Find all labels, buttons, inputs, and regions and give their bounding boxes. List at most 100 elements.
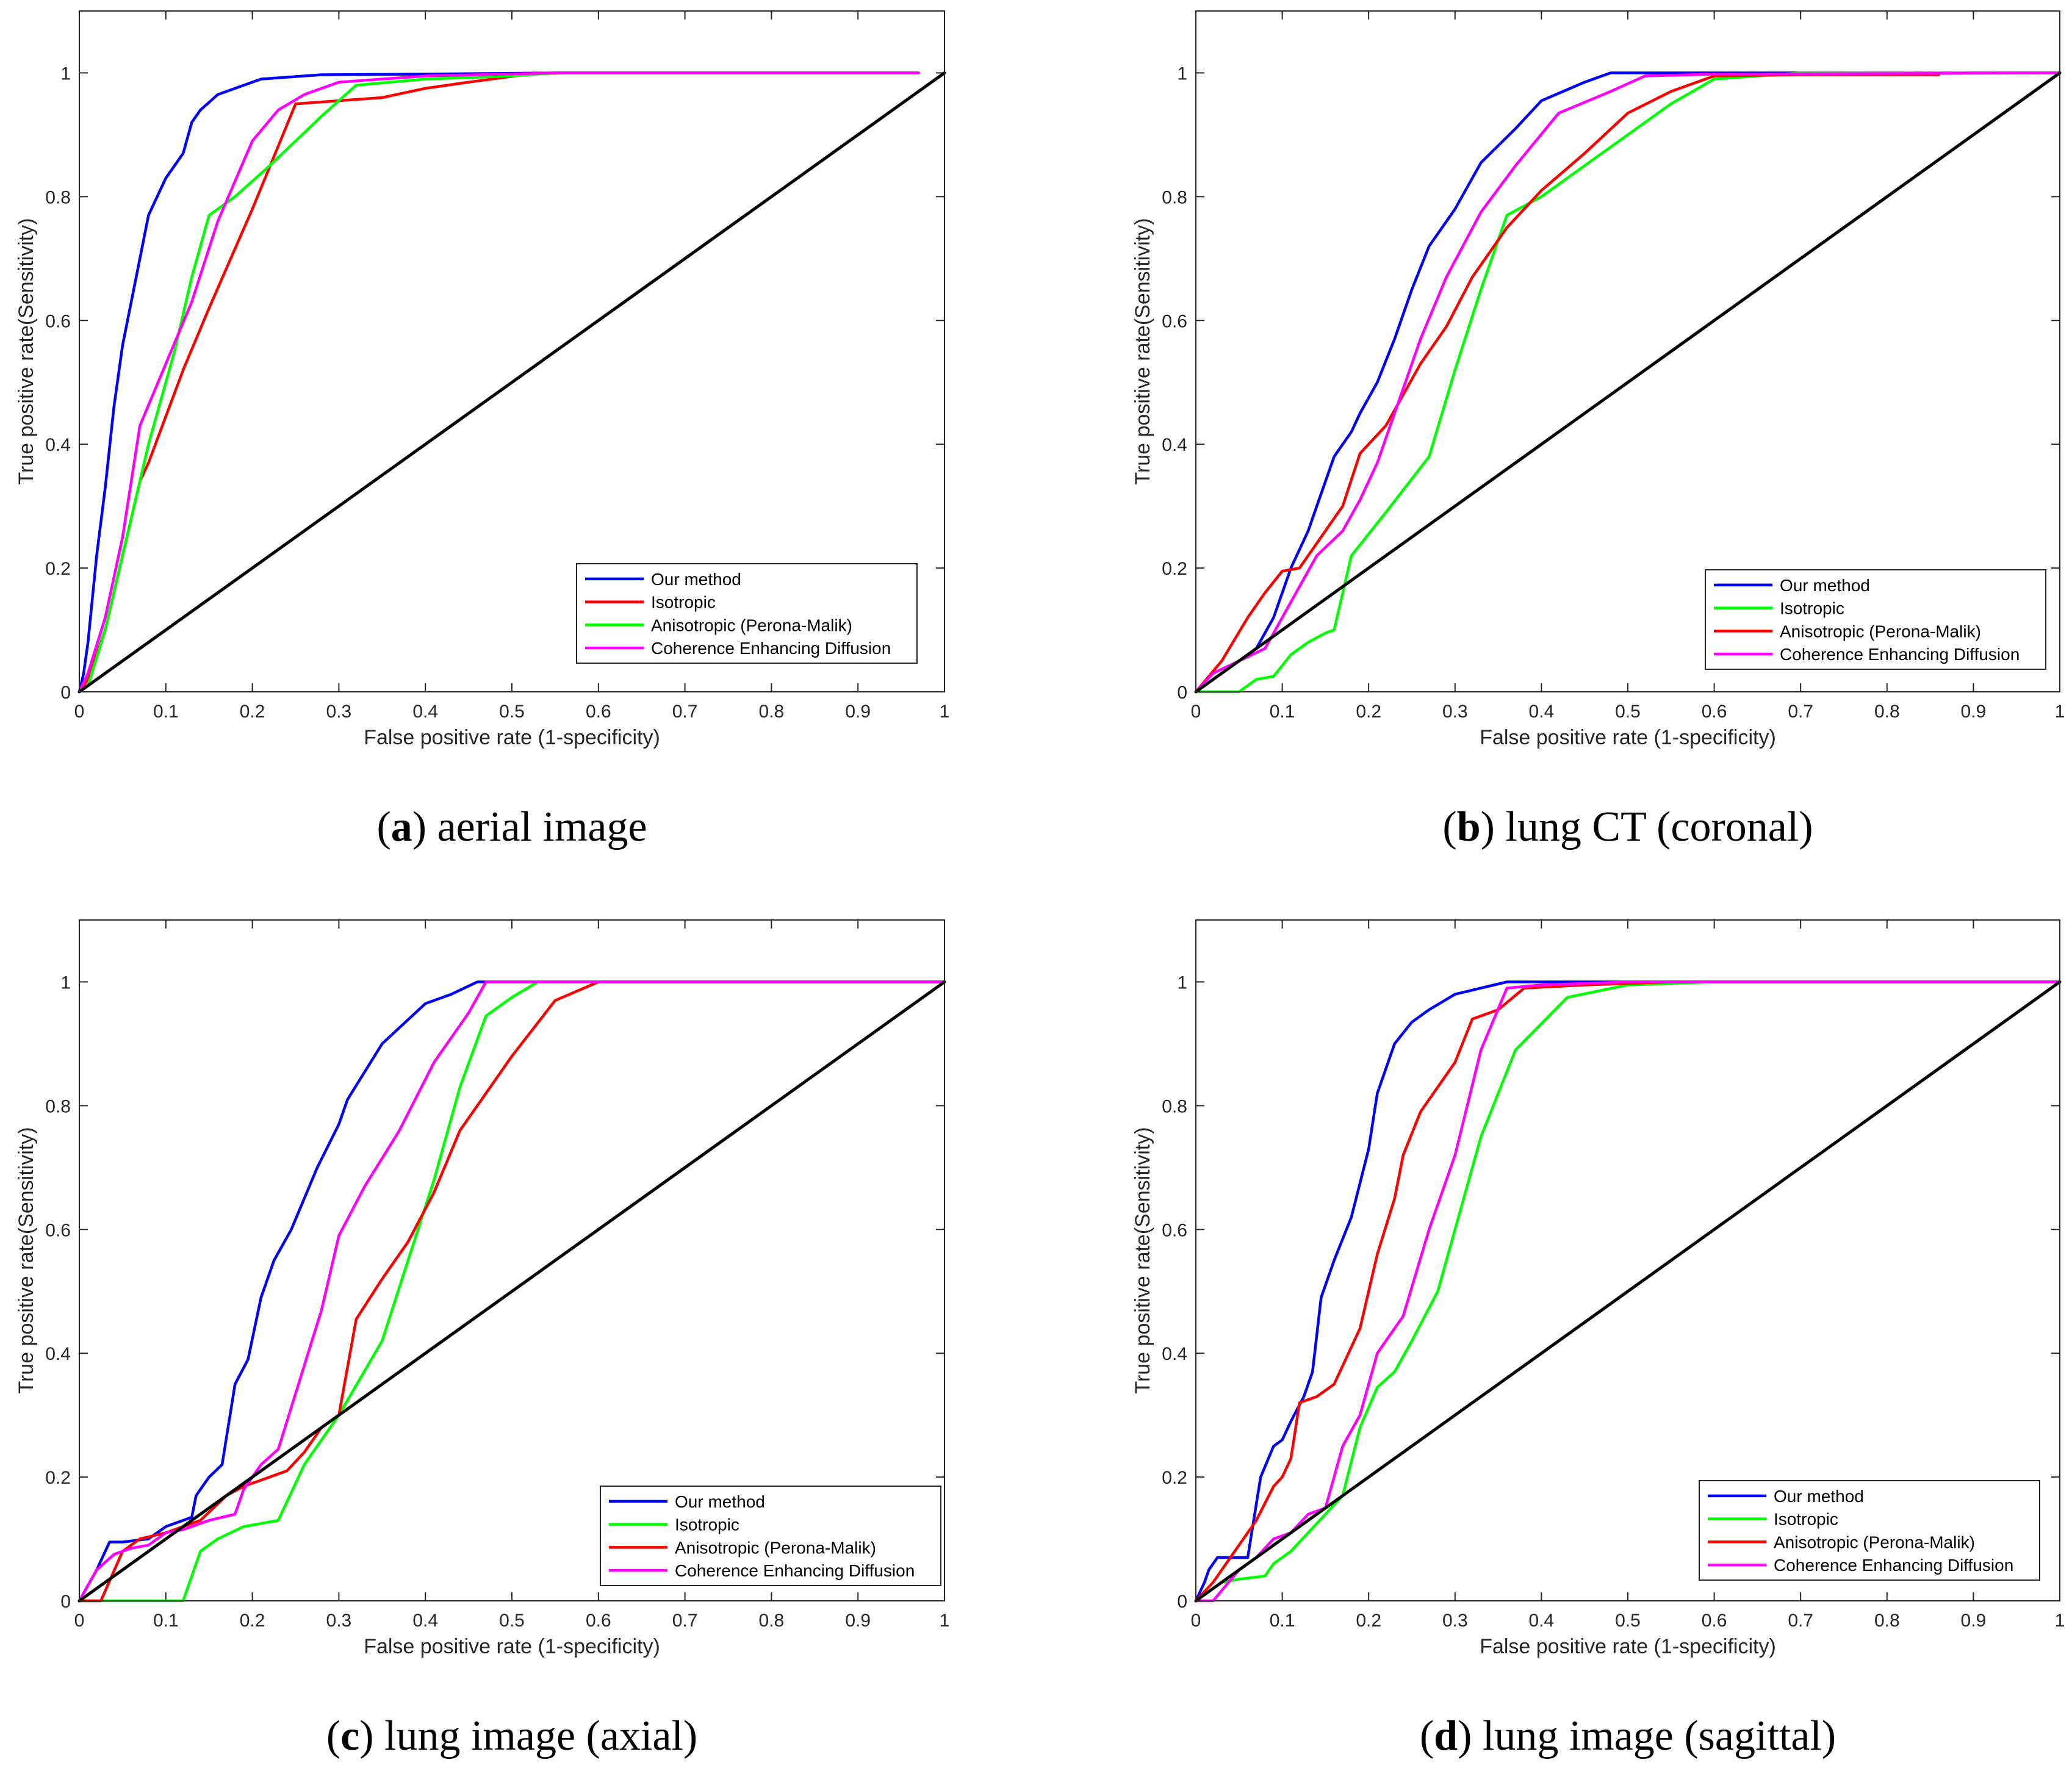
x-tick-label: 0.8: [1874, 1611, 1900, 1631]
y-axis-label: True positive rate(Sensitivity): [1131, 218, 1154, 484]
chance-diagonal-line: [1194, 980, 2062, 1603]
x-tick-label: 0.9: [845, 1611, 871, 1631]
roc-chart-b: 0 0.1 0.2 0.3 0.4 0.5 0.6 0.7 0.8 0.9 1 0 0.2 0.4 0.6 0…: [1131, 10, 2065, 850]
caption-text: lung image (axial): [374, 1712, 698, 1759]
legend-entry: Our method: [675, 1492, 765, 1511]
legend-box: [1705, 569, 2046, 670]
caption-open-paren: (: [1442, 803, 1456, 850]
y-tick-label: 0.4: [1162, 1344, 1187, 1364]
legend-entry: Our method: [1774, 1487, 1864, 1506]
legend-entry: Anisotropic (Perona-Malik): [1780, 622, 1981, 641]
legend-entry: Our method: [1780, 576, 1870, 595]
x-tick-label: 1: [2055, 1611, 2065, 1631]
legend: Our method Isotropic Anisotropic (Perona-M…: [600, 1486, 941, 1586]
legend-box: [1699, 1480, 2040, 1581]
x-tick-label: 0.1: [153, 702, 179, 722]
series-line-coherence-enhancing-diffusion: [1194, 71, 2062, 694]
x-tick-label: 0.5: [1615, 702, 1641, 722]
legend-entry: Anisotropic (Perona-Malik): [651, 616, 852, 634]
caption-close-paren: ): [359, 1712, 373, 1759]
axes-box: [1195, 10, 2060, 692]
legend-entry: Our method: [651, 570, 741, 589]
x-tick-label: 0.3: [1442, 702, 1468, 722]
x-tick-label: 0.3: [326, 702, 352, 722]
x-tick-label: 0: [1191, 702, 1201, 722]
y-tick-label: 1: [1177, 972, 1187, 993]
y-tick-label: 1: [60, 63, 71, 84]
y-tick-label: 0.6: [45, 311, 71, 331]
series-line-isotropic: [1194, 71, 2062, 694]
legend-entry: Coherence Enhancing Diffusion: [675, 1561, 915, 1580]
y-tick-label: 1: [1177, 63, 1187, 84]
legend-entry: Isotropic: [1774, 1510, 1838, 1529]
x-tick-label: 0.6: [586, 1611, 611, 1631]
y-tick-label: 0: [1177, 683, 1187, 703]
x-tick-label: 0.8: [759, 1611, 785, 1631]
x-tick-label: 0.1: [1270, 702, 1295, 722]
axes-box: [79, 919, 945, 1601]
y-tick-label: 0.4: [1162, 435, 1187, 455]
y-tick-label: 0.6: [1162, 1220, 1187, 1240]
x-tick-label: 0.9: [1961, 1611, 1987, 1631]
y-tick-label: 0.8: [45, 187, 71, 207]
y-tick-label: 0.4: [45, 435, 71, 455]
chance-diagonal-line: [77, 980, 946, 1603]
panel-caption: (d) lung image (sagittal): [1420, 1712, 1836, 1759]
y-tick-label: 0: [1177, 1592, 1187, 1612]
x-tick-label: 0.9: [1961, 702, 1987, 722]
x-tick-label: 0.7: [672, 1611, 698, 1631]
x-tick-label: 0.4: [1529, 702, 1555, 722]
legend-entry: Coherence Enhancing Diffusion: [1774, 1556, 2013, 1575]
caption-open-paren: (: [1420, 1712, 1434, 1759]
series-line-our-method: [77, 71, 920, 694]
caption-close-paren: ): [1481, 803, 1495, 850]
series-line-coherence-enhancing-diffusion: [77, 71, 920, 694]
legend: Our method Isotropic Anisotropic (Perona-M…: [1699, 1480, 2040, 1581]
y-axis-label: True positive rate(Sensitivity): [15, 1127, 38, 1393]
panel-caption: (a) aerial image: [376, 803, 647, 850]
series-line-anisotropic-perona-malik: [1194, 980, 2062, 1603]
caption-letter: b: [1457, 803, 1481, 850]
roc-chart-a: 0 0.1 0.2 0.3 0.4 0.5 0.6 0.7 0.8 0.9 1 0 0.2 0.4 0.6 0…: [15, 10, 949, 850]
axes-box: [1195, 919, 2060, 1601]
y-tick-label: 0.6: [1162, 311, 1187, 331]
x-tick-label: 0.8: [1874, 702, 1900, 722]
x-tick-label: 0.4: [1529, 1611, 1555, 1631]
x-tick-label: 0.7: [1788, 1611, 1813, 1631]
y-tick-label: 0.6: [45, 1220, 71, 1240]
y-tick-label: 0.2: [1162, 559, 1187, 579]
y-tick-label: 0.8: [45, 1096, 71, 1116]
series-line-anisotropic-perona-malik: [77, 71, 920, 694]
x-tick-label: 0: [74, 702, 85, 722]
x-tick-label: 0: [74, 1611, 85, 1631]
caption-open-paren: (: [376, 803, 390, 850]
panel-caption: (b) lung CT (coronal): [1442, 803, 1813, 850]
x-tick-label: 0.5: [499, 702, 525, 722]
x-tick-label: 0: [1191, 1611, 1201, 1631]
y-tick-label: 0.4: [45, 1344, 71, 1364]
y-axis-label: True positive rate(Sensitivity): [15, 218, 38, 484]
x-tick-label: 0.7: [672, 702, 698, 722]
series-line-anisotropic-perona-malik: [1194, 73, 1941, 694]
panel-caption: (c) lung image (axial): [326, 1712, 697, 1759]
x-axis-label: False positive rate (1-specificity): [364, 1635, 660, 1658]
x-axis-label: False positive rate (1-specificity): [364, 726, 660, 749]
x-tick-label: 0.1: [1270, 1611, 1295, 1631]
legend-entry: Isotropic: [675, 1515, 739, 1534]
x-tick-label: 0.7: [1788, 702, 1813, 722]
x-axis-label: False positive rate (1-specificity): [1480, 1635, 1776, 1658]
x-axis-label: False positive rate (1-specificity): [1480, 726, 1776, 749]
series-line-our-method: [1194, 71, 2062, 694]
caption-text: lung image (sagittal): [1472, 1712, 1836, 1759]
x-tick-label: 0.2: [1356, 702, 1381, 722]
caption-open-paren: (: [326, 1712, 340, 1759]
caption-letter: a: [391, 803, 412, 850]
legend-entry: Isotropic: [1780, 599, 1844, 618]
x-tick-label: 0.4: [412, 702, 438, 722]
x-tick-label: 1: [2055, 702, 2065, 722]
legend: Our method Isotropic Anisotropic (Perona-M…: [576, 563, 918, 664]
x-tick-label: 0.6: [1702, 1611, 1727, 1631]
roc-chart-c: 0 0.1 0.2 0.3 0.4 0.5 0.6 0.7 0.8 0.9 1 0 0.2 0.4 0.6 0…: [15, 919, 949, 1759]
x-tick-label: 0.8: [759, 702, 785, 722]
